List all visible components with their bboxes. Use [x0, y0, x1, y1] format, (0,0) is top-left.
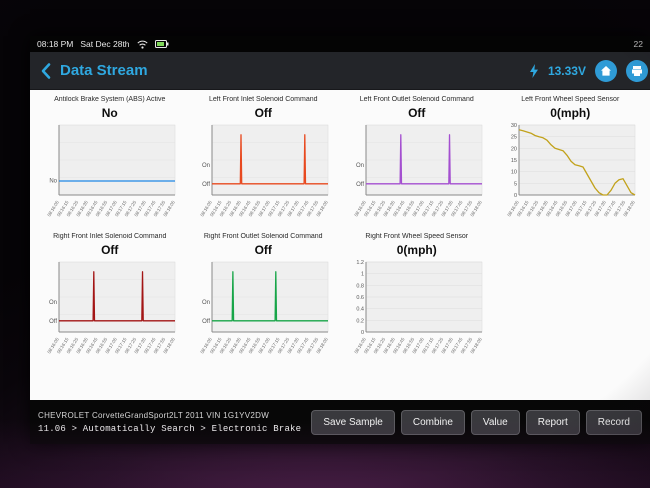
record-button[interactable]: Record [585, 409, 642, 435]
chart-value: Off [408, 106, 426, 120]
svg-text:20: 20 [511, 146, 517, 152]
chart-title: Left Front Outlet Solenoid Command [359, 96, 474, 103]
chevron-left-icon [41, 62, 51, 79]
vehicle-summary: CHEVROLET CorvetteGrandSport2LT 2011 VIN… [38, 410, 270, 420]
svg-text:0.8: 0.8 [356, 283, 364, 289]
svg-text:0: 0 [361, 330, 364, 336]
combine-button[interactable]: Combine [400, 409, 465, 435]
chart-card-5[interactable]: Right Front Outlet Solenoid Command Off … [188, 232, 340, 363]
page-title: Data Stream [60, 62, 148, 79]
svg-text:0.2: 0.2 [356, 318, 364, 324]
chart-value: Off [254, 106, 272, 120]
svg-text:No: No [49, 178, 57, 184]
chart-title: Right Front Outlet Solenoid Command [203, 233, 323, 240]
print-button[interactable] [626, 59, 648, 82]
chart-plot: OnOff08:16:0508:16:1508:16:2508:16:3508:… [353, 124, 483, 217]
battery-voltage: 13.33V [547, 63, 586, 78]
svg-text:On: On [202, 300, 210, 306]
svg-text:25: 25 [511, 135, 517, 141]
status-right-text: 22 [633, 39, 643, 49]
wifi-icon [136, 40, 148, 49]
diagnostic-path: 11.06 > Automatically Search > Electroni… [38, 423, 303, 434]
chart-plot: No08:16:0508:16:1508:16:2508:16:3508:16:… [46, 124, 176, 217]
svg-text:Off: Off [202, 182, 210, 188]
chart-value: Off [101, 243, 119, 257]
chart-plot: OnOff08:16:0508:16:1508:16:2508:16:3508:… [200, 261, 329, 354]
svg-text:0.4: 0.4 [356, 307, 364, 313]
chart-card-4[interactable]: Right Front Inlet Solenoid Command Off O… [34, 232, 186, 363]
svg-text:15: 15 [511, 158, 517, 164]
status-bar: 08:18 PM Sat Dec 28th 22 [30, 36, 650, 52]
chart-value: 0(mph) [550, 106, 591, 120]
back-button[interactable] [40, 62, 52, 80]
report-button[interactable]: Report [525, 409, 580, 435]
svg-text:Off: Off [202, 319, 210, 325]
chart-card-2[interactable]: Left Front Outlet Solenoid Command Off O… [341, 95, 493, 226]
svg-text:10: 10 [511, 170, 517, 176]
chart-title: Antilock Brake System (ABS) Active [54, 96, 166, 103]
chart-card-6[interactable]: Right Front Wheel Speed Sensor 0(mph) 0 0… [341, 232, 493, 363]
chart-title: Left Front Inlet Solenoid Command [208, 96, 318, 103]
battery-icon [154, 40, 169, 48]
svg-text:On: On [49, 300, 57, 306]
chart-plot: 00.20.40.60.811.208:16:0508:16:1508:16:2… [353, 260, 483, 354]
chart-plot: OnOff08:16:0508:16:1508:16:2508:16:3508:… [200, 124, 329, 217]
chart-title: Right Front Wheel Speed Sensor [365, 233, 469, 240]
nav-bar: Data Stream 13.33V [30, 52, 650, 90]
svg-text:5: 5 [514, 181, 517, 187]
svg-text:30: 30 [511, 123, 517, 129]
chart-card-1[interactable]: Left Front Inlet Solenoid Command Off On… [188, 95, 340, 226]
vehicle-info: CHEVROLET CorvetteGrandSport2LT 2011 VIN… [38, 411, 303, 434]
home-icon [601, 65, 611, 76]
chart-value: No [101, 106, 118, 120]
chart-title: Left Front Wheel Speed Sensor [521, 96, 620, 103]
bottom-bar: CHEVROLET CorvetteGrandSport2LT 2011 VIN… [30, 400, 650, 444]
svg-text:1: 1 [361, 272, 364, 278]
chart-plot: 05101520253008:16:0508:16:1508:16:2508:1… [507, 123, 637, 217]
action-buttons: Save Sample Combine Value Report Record [311, 409, 642, 435]
svg-text:On: On [202, 163, 210, 169]
data-stream-content: Antilock Brake System (ABS) Active No No… [30, 90, 650, 400]
status-date: Sat Dec 28th [80, 39, 130, 49]
svg-text:0: 0 [514, 193, 517, 199]
svg-text:On: On [356, 163, 364, 169]
home-button[interactable] [595, 59, 617, 82]
chart-card-0[interactable]: Antilock Brake System (ABS) Active No No… [34, 95, 186, 226]
chart-value: 0(mph) [396, 243, 437, 257]
chart-card-3[interactable]: Left Front Wheel Speed Sensor 0(mph) 0 5 1… [495, 95, 647, 226]
chart-value: Off [254, 243, 272, 257]
status-time: 08:18 PM [37, 39, 74, 49]
chart-title: Right Front Inlet Solenoid Command [53, 233, 167, 240]
charts-grid: Antilock Brake System (ABS) Active No No… [34, 95, 646, 363]
save-sample-button[interactable]: Save Sample [311, 409, 395, 435]
chart-plot: OnOff08:16:0508:16:1508:16:2508:16:3508:… [46, 261, 176, 354]
svg-text:Off: Off [356, 182, 364, 188]
printer-icon [632, 65, 642, 76]
value-button[interactable]: Value [470, 409, 520, 435]
svg-text:1.2: 1.2 [356, 260, 364, 266]
voltage-bolt-icon [529, 63, 539, 78]
tablet-screen: 08:18 PM Sat Dec 28th 22 [30, 36, 650, 444]
svg-text:0.6: 0.6 [356, 295, 364, 301]
svg-text:Off: Off [49, 319, 57, 325]
